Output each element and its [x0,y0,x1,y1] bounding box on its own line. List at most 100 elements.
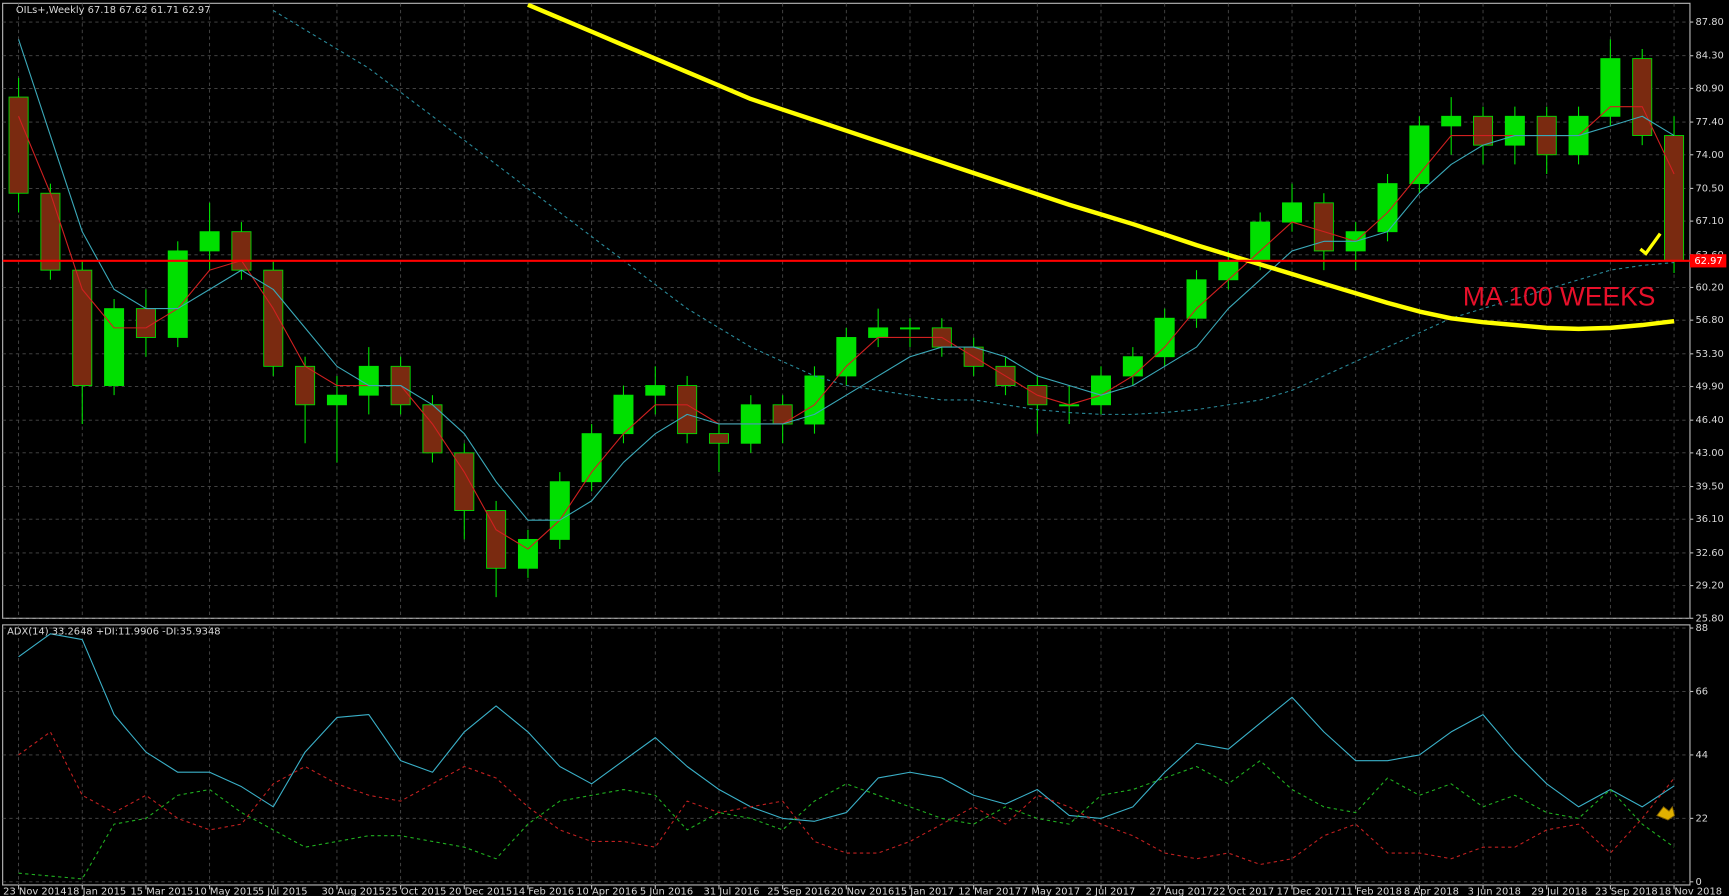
y-tick-label: 56.80 [1695,315,1723,326]
indicator-line [18,760,1675,880]
price-label-box [1689,254,1727,268]
candle-body [1122,356,1143,377]
y-tick-label: 74.00 [1695,150,1723,161]
y-tick-label: 32.60 [1695,548,1723,559]
candle-body [1250,221,1271,261]
price-label: 62.97 [1694,256,1722,267]
y-tick-label: 0 [1695,877,1701,888]
candle-body [486,510,507,569]
y-tick-label: 22 [1695,813,1708,824]
candle-body [422,404,443,454]
y-tick-label: 88 [1695,623,1708,634]
indicator-line [527,3,1675,332]
hand-icon [1656,805,1676,821]
candle-body [263,269,284,367]
y-tick-label: 84.30 [1695,51,1723,62]
x-tick-label: 15 Mar 2015 [130,887,193,896]
adx-title: ADX(14) 33.2648 +DI:11.9906 -DI:35.9348 [7,626,221,637]
x-tick-label: 12 Mar 2017 [958,887,1021,896]
x-tick-label: 11 Feb 2018 [1340,887,1402,896]
candle-body [1473,115,1494,146]
x-tick-label: 14 Feb 2016 [513,887,575,896]
indicator-line [18,633,1675,822]
x-tick-label: 23 Sep 2018 [1595,887,1658,896]
x-tick-label: 10 Apr 2016 [576,887,637,896]
candle-body [1313,202,1334,252]
x-tick-label: 8 Apr 2018 [1404,887,1459,896]
y-tick-label: 80.90 [1695,83,1723,94]
candle-body [454,452,475,512]
y-tick-label: 44 [1695,750,1708,761]
candle-body [167,250,188,338]
x-tick-label: 23 Nov 2014 [3,887,66,896]
candle-body [135,308,156,338]
y-tick-label: 43.00 [1695,448,1723,459]
x-tick-label: 29 Jul 2018 [1531,887,1587,896]
y-tick-label: 49.90 [1695,382,1723,393]
x-tick-label: 31 Jul 2016 [704,887,760,896]
candle-body [1282,202,1303,223]
candle-body [1409,125,1430,185]
x-tick-label: 25 Sep 2016 [767,887,830,896]
y-tick-label: 39.50 [1695,482,1723,493]
candle-body [1664,135,1685,262]
x-tick-label: 25 Oct 2015 [385,887,446,896]
x-tick-label: 3 Jun 2018 [1468,887,1521,896]
candle-body [1600,58,1621,117]
candle-body [295,365,316,406]
candle-body [772,404,793,425]
x-tick-label: 18 Jan 2015 [67,887,126,896]
y-tick-label: 53.30 [1695,349,1723,360]
candle-body [326,394,347,406]
x-tick-label: 17 Dec 2017 [1277,887,1340,896]
candle-body [645,385,666,396]
candle-body [899,327,920,330]
y-tick-label: 70.50 [1695,183,1723,194]
y-tick-label: 67.10 [1695,216,1723,227]
indicator-line [18,731,1675,866]
candle-body [8,96,29,194]
candle-body [1186,279,1207,319]
x-tick-label: 2 Jul 2017 [1086,887,1136,896]
candle-body [708,433,729,444]
candle-body [40,192,61,271]
x-tick-label: 30 Aug 2015 [322,887,385,896]
y-tick-label: 46.40 [1695,415,1723,426]
x-tick-label: 27 Aug 2017 [1149,887,1212,896]
x-tick-label: 18 Nov 2018 [1659,887,1722,896]
x-tick-label: 15 Jan 2017 [895,887,954,896]
candle-body [231,231,252,271]
y-tick-label: 87.80 [1695,17,1723,28]
candle-body [358,365,379,396]
candle-body [581,433,602,483]
y-tick-label: 66 [1695,686,1708,697]
x-tick-label: 5 Jul 2015 [258,887,308,896]
candle-body [868,327,889,338]
x-tick-label: 20 Dec 2015 [449,887,512,896]
y-tick-label: 77.40 [1695,117,1723,128]
candle-body [517,538,538,569]
indicator-line [18,106,1675,550]
candle-body [1504,115,1525,146]
x-tick-label: 20 Nov 2016 [831,887,894,896]
candle-body [72,269,93,386]
x-tick-label: 10 May 2015 [194,887,259,896]
candle-body [1218,260,1239,281]
candle-body [1377,183,1398,233]
check-icon [1639,232,1662,256]
annotation: MA 100 WEEKS [1463,282,1656,312]
x-tick-label: 22 Oct 2017 [1213,887,1274,896]
x-tick-label: 7 May 2017 [1022,887,1080,896]
indicator-line [18,39,1675,521]
y-tick-label: 25.80 [1695,613,1723,624]
candle-body [1632,58,1653,136]
candle-body [1441,115,1462,127]
y-tick-label: 60.20 [1695,282,1723,293]
candle-body [1154,317,1175,358]
candle-body [677,385,698,435]
candle-body [836,337,857,377]
y-tick-label: 29.20 [1695,581,1723,592]
